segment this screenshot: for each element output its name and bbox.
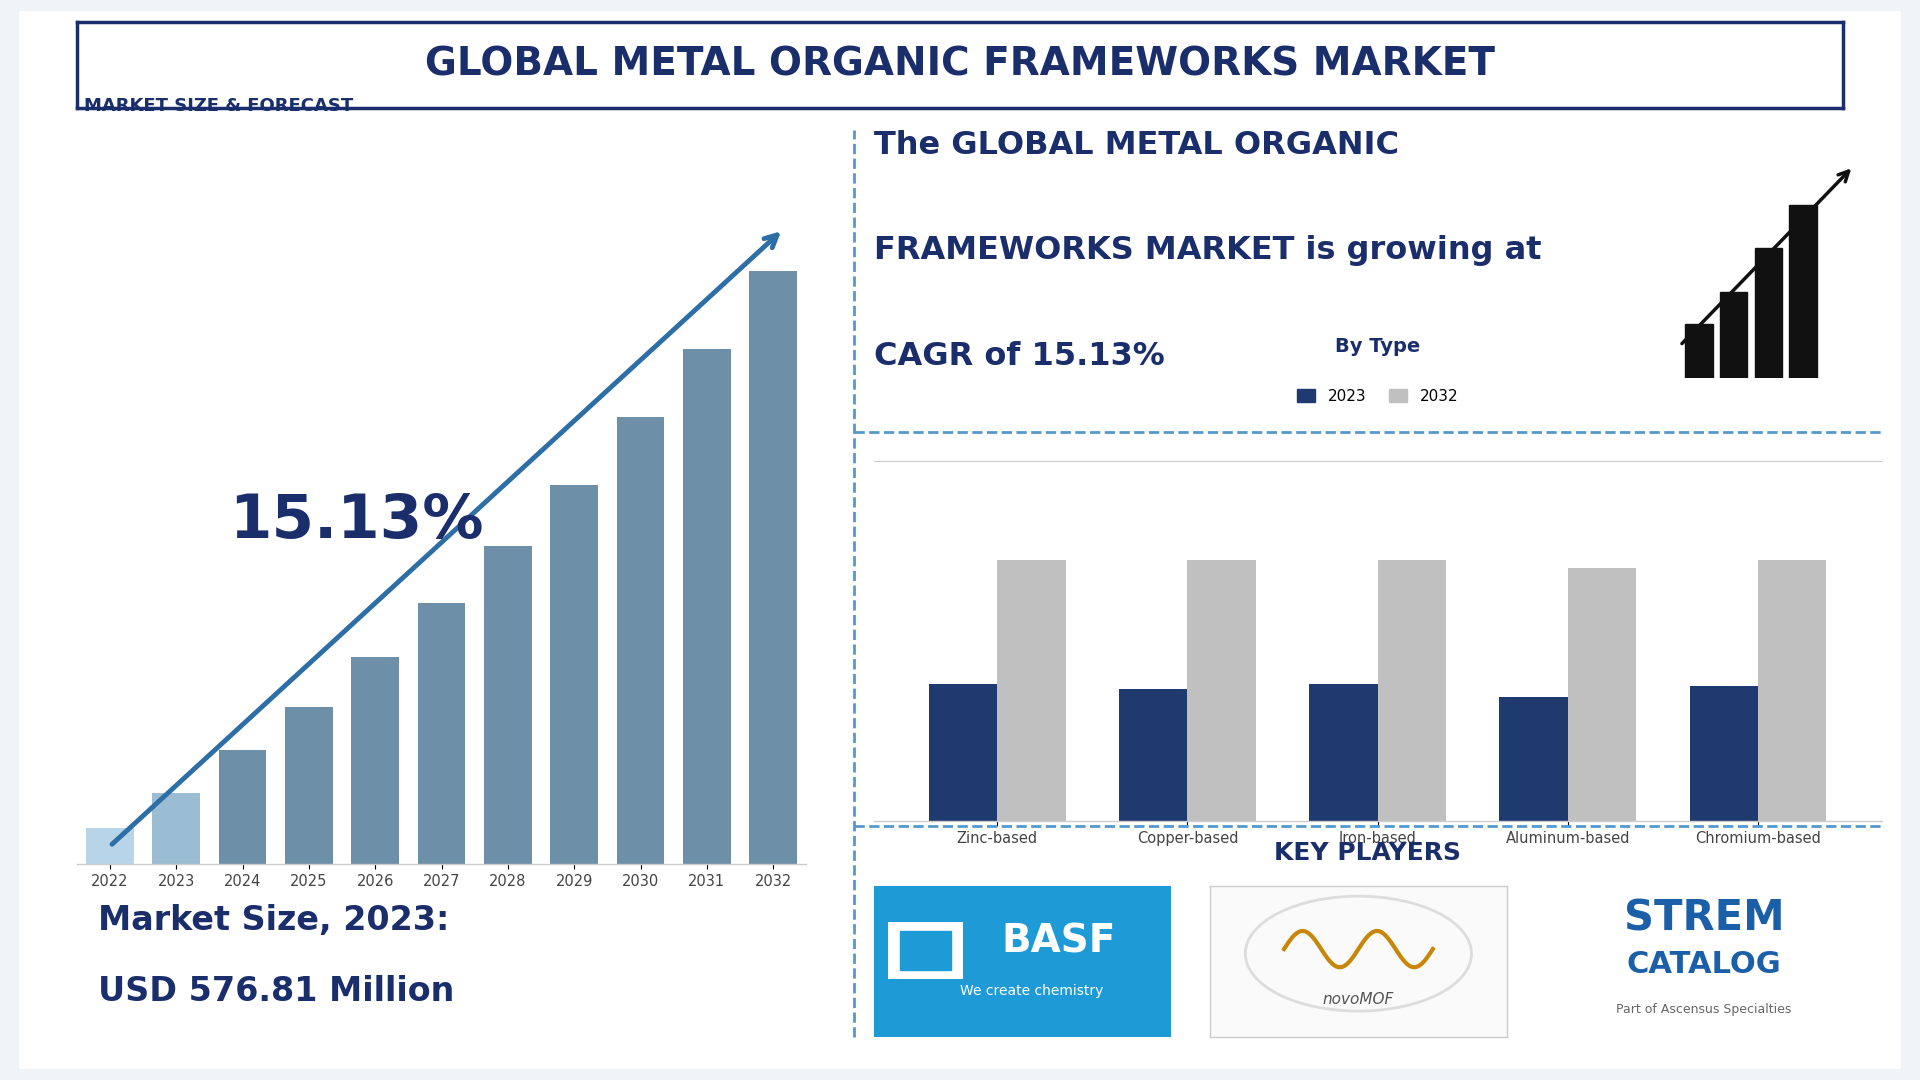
Bar [1377,561,1446,821]
Bar [996,561,1066,821]
Bar [1569,568,1636,821]
Text: We create chemistry: We create chemistry [960,985,1102,998]
Bar [284,706,332,864]
Text: The GLOBAL METAL ORGANIC: The GLOBAL METAL ORGANIC [874,130,1398,161]
Text: CATALOG: CATALOG [1626,949,1782,978]
Bar [1309,684,1377,821]
Bar [1755,248,1782,378]
Bar [1720,292,1747,378]
Text: CAGR of 15.13%: CAGR of 15.13% [874,341,1164,373]
Bar [929,684,996,821]
Bar [1759,561,1826,821]
Bar [616,417,664,864]
Text: BASF: BASF [1000,922,1116,960]
Bar [749,271,797,864]
Bar [1500,698,1569,821]
Text: FRAMEWORKS MARKET is growing at: FRAMEWORKS MARKET is growing at [874,235,1542,267]
Bar [684,350,732,864]
Bar [152,793,200,864]
Bar [484,546,532,864]
Text: 15.13%: 15.13% [228,491,484,551]
Bar [889,922,962,980]
Text: By Type: By Type [1334,337,1421,356]
Bar [551,485,599,864]
Bar [1686,324,1713,378]
Text: MARKET SIZE & FORECAST: MARKET SIZE & FORECAST [84,97,353,116]
Text: Part of Ascensus Specialties: Part of Ascensus Specialties [1617,1003,1791,1016]
Text: GLOBAL METAL ORGANIC FRAMEWORKS MARKET: GLOBAL METAL ORGANIC FRAMEWORKS MARKET [424,45,1496,84]
Bar [1789,205,1816,378]
Bar [419,603,465,864]
Bar [86,828,134,864]
Text: USD 576.81 Million: USD 576.81 Million [98,975,453,1008]
Bar [900,931,950,970]
Text: novoMOF: novoMOF [1323,991,1394,1007]
Bar [351,657,399,864]
Text: Market Size, 2023:: Market Size, 2023: [98,904,449,936]
Text: STREM: STREM [1624,897,1784,940]
Text: KEY PLAYERS: KEY PLAYERS [1275,841,1461,865]
Legend: 2023, 2032: 2023, 2032 [1290,382,1465,409]
Bar [1187,561,1256,821]
Bar [1690,686,1759,821]
Bar [1119,689,1187,821]
Bar [219,750,267,864]
